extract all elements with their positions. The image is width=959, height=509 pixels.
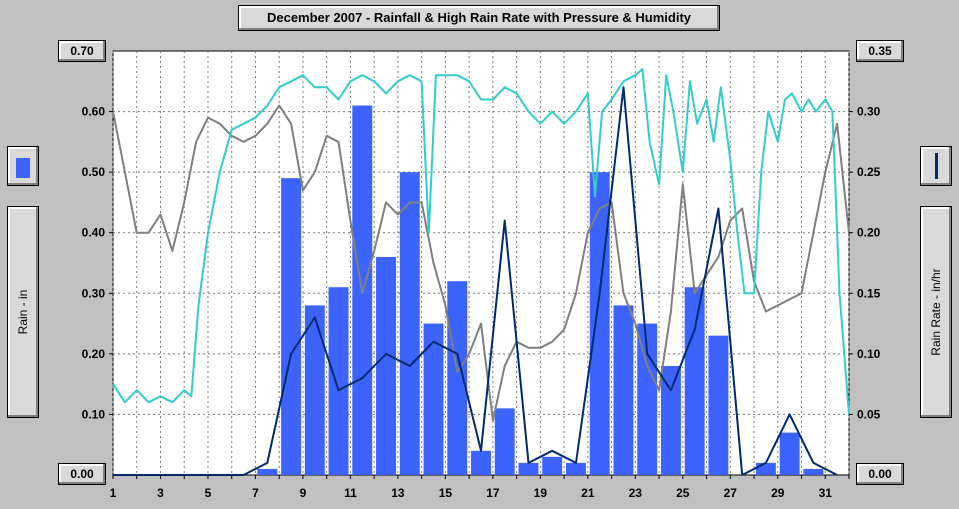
y-tick-label: 0.60 bbox=[82, 105, 106, 119]
plot-area bbox=[112, 50, 850, 476]
rain-bar bbox=[637, 323, 658, 475]
humidity-series-line bbox=[112, 68, 850, 415]
y-tick-label: 0.10 bbox=[82, 407, 106, 421]
x-tick-label: 27 bbox=[724, 486, 738, 500]
rain-bar bbox=[352, 105, 373, 475]
rain-bar bbox=[779, 432, 800, 475]
right-axis-title: Rain Rate - in/hr bbox=[929, 268, 943, 356]
rain-bar bbox=[803, 468, 824, 475]
y2-tick-label: 0.25 bbox=[857, 165, 881, 179]
rain-bar bbox=[328, 287, 349, 475]
y-tick-label: 0.50 bbox=[82, 165, 106, 179]
y-tick-label: 0.30 bbox=[82, 286, 106, 300]
x-tick-label: 21 bbox=[581, 486, 595, 500]
x-tick-label: 25 bbox=[676, 486, 690, 500]
y2-tick-label: 0.10 bbox=[857, 347, 881, 361]
rain-legend-swatch bbox=[16, 158, 30, 178]
rain-bar bbox=[708, 335, 729, 475]
y-tick-label: 0.40 bbox=[82, 226, 106, 240]
y2-tick-label: 0.20 bbox=[857, 226, 881, 240]
rain-bar bbox=[565, 462, 586, 475]
right-axis-title-box: Rain Rate - in/hr bbox=[920, 206, 952, 418]
y2-tick-max: 0.35 bbox=[856, 40, 904, 62]
x-tick-label: 7 bbox=[252, 486, 259, 500]
y2-tick-label: 0.30 bbox=[857, 105, 881, 119]
rain-bar bbox=[613, 305, 634, 475]
rain-bar bbox=[376, 256, 397, 475]
x-tick-label: 17 bbox=[486, 486, 500, 500]
rain-bar bbox=[542, 456, 563, 475]
rain-bar bbox=[399, 172, 420, 475]
rain-bar bbox=[447, 281, 468, 475]
y-tick-min: 0.00 bbox=[58, 463, 106, 485]
x-tick-label: 15 bbox=[439, 486, 453, 500]
x-tick-label: 11 bbox=[344, 486, 357, 500]
rate-legend-line bbox=[935, 153, 938, 179]
x-tick-label: 29 bbox=[771, 486, 785, 500]
rain-legend bbox=[7, 146, 39, 186]
rate-legend bbox=[920, 146, 952, 186]
left-axis-title: Rain - in bbox=[16, 289, 30, 335]
rain-bar bbox=[494, 408, 515, 475]
rain-bar bbox=[589, 172, 610, 475]
x-tick-label: 9 bbox=[300, 486, 307, 500]
x-tick-label: 31 bbox=[819, 486, 833, 500]
x-tick-label: 1 bbox=[110, 486, 117, 500]
x-tick-label: 23 bbox=[629, 486, 643, 500]
y-tick-max: 0.70 bbox=[58, 40, 106, 62]
rain-bar bbox=[423, 323, 444, 475]
y2-tick-label: 0.05 bbox=[857, 407, 881, 421]
rain-bar bbox=[304, 305, 325, 475]
rain-bar bbox=[471, 450, 491, 475]
pressure-series-line bbox=[112, 104, 850, 422]
chart-title: December 2007 - Rainfall & High Rain Rat… bbox=[238, 5, 720, 31]
x-tick-label: 19 bbox=[534, 486, 548, 500]
rain-rate-series-line bbox=[113, 86, 838, 476]
y-tick-label: 0.20 bbox=[82, 347, 106, 361]
left-axis-title-box: Rain - in bbox=[7, 206, 39, 418]
rain-bar bbox=[281, 178, 302, 475]
rain-bar bbox=[660, 365, 681, 475]
rain-bar bbox=[755, 462, 776, 475]
y2-tick-label: 0.15 bbox=[857, 286, 881, 300]
x-tick-label: 13 bbox=[391, 486, 405, 500]
x-tick-label: 5 bbox=[205, 486, 212, 500]
rain-bar bbox=[684, 287, 705, 475]
rain-bar bbox=[518, 462, 539, 475]
x-tick-label: 3 bbox=[157, 486, 164, 500]
y2-tick-min: 0.00 bbox=[856, 463, 904, 485]
rain-bar bbox=[257, 468, 278, 475]
